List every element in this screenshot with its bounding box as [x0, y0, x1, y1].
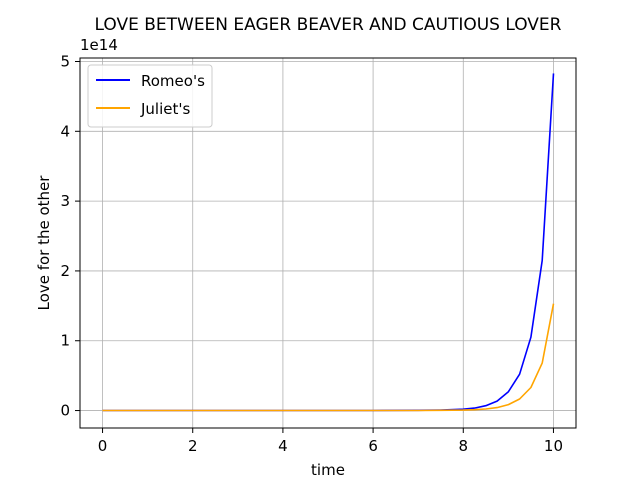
legend: Romeo's Juliet's	[87, 64, 213, 128]
x-tick-label: 2	[188, 437, 198, 455]
x-tick-label: 4	[278, 437, 288, 455]
legend-label-romeo: Romeo's	[141, 72, 205, 90]
y-tick-label: 3	[60, 192, 70, 210]
chart-title: LOVE BETWEEN EAGER BEAVER AND CAUTIOUS L…	[95, 15, 562, 35]
plot-frame	[79, 57, 577, 429]
x-axis-label: time	[311, 461, 345, 479]
y-tick-label: 5	[60, 52, 70, 70]
series-layer	[102, 73, 555, 412]
y-axis-ticks: 0 1 2 3 4 5	[60, 52, 80, 420]
legend-label-juliet: Juliet's	[140, 100, 190, 118]
series-line-1	[102, 303, 555, 412]
y-tick-label: 0	[60, 402, 70, 420]
x-tick-label: 10	[544, 437, 563, 455]
y-tick-label: 1	[60, 332, 70, 350]
x-tick-label: 8	[458, 437, 468, 455]
y-tick-label: 4	[60, 122, 70, 140]
y-offset-label: 1e14	[80, 36, 118, 54]
x-tick-label: 0	[98, 437, 108, 455]
y-axis-label: Love for the other	[35, 175, 53, 311]
x-tick-label: 6	[368, 437, 378, 455]
y-tick-label: 2	[60, 262, 70, 280]
x-axis-ticks: 0 2 4 6 8 10	[98, 428, 563, 455]
